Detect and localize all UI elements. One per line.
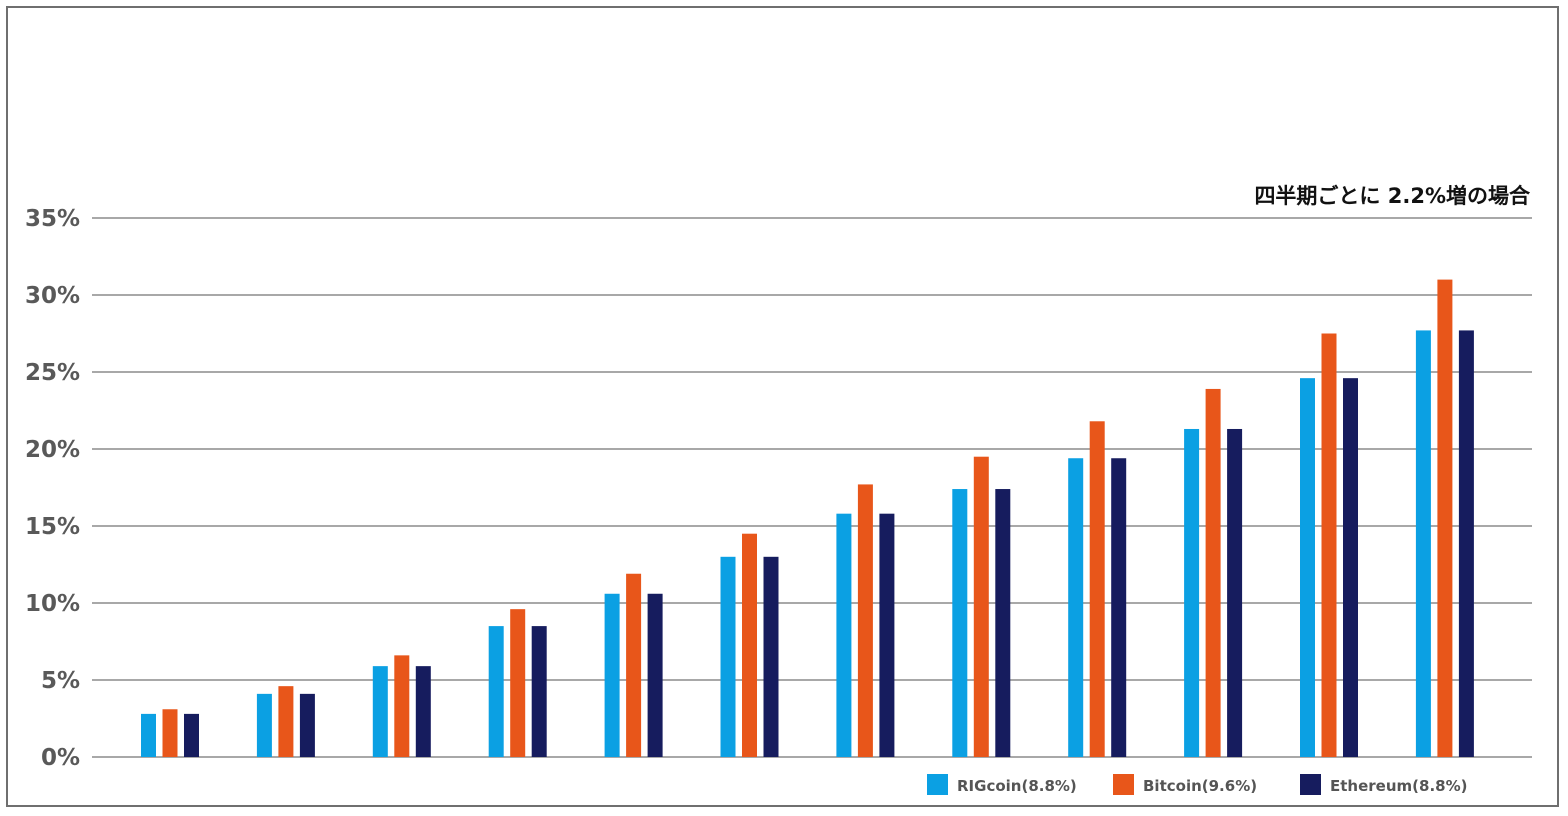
bar-0-7 <box>952 489 968 757</box>
bar-0-8 <box>1068 458 1084 757</box>
bar-2-9 <box>1227 428 1243 757</box>
bar-2-5 <box>763 556 779 757</box>
bar-1-11 <box>1437 279 1453 757</box>
bar-2-0 <box>184 713 199 757</box>
y-tick-label: 15% <box>25 514 80 540</box>
bar-2-3 <box>531 626 547 757</box>
bar-2-8 <box>1111 458 1127 757</box>
legend-swatch <box>927 774 948 795</box>
bar-1-5 <box>742 533 757 757</box>
bar-1-6 <box>857 484 873 757</box>
bar-0-3 <box>488 626 504 757</box>
legend-swatch <box>1300 774 1321 795</box>
bar-1-9 <box>1205 388 1221 757</box>
legend: RIGcoin(8.8%) Bitcoin(9.6%) Ethereum(8.8%) <box>927 774 1467 795</box>
bar-2-6 <box>879 513 895 757</box>
chart-subtitle: 四半期ごとに 2.2%増の場合 <box>1254 184 1531 208</box>
y-tick-label: 0% <box>41 745 80 771</box>
legend-label: Ethereum(8.8%) <box>1330 777 1467 795</box>
bar-0-4 <box>604 593 620 757</box>
bar-0-9 <box>1184 428 1200 757</box>
bar-2-2 <box>415 666 431 757</box>
bar-0-6 <box>836 513 852 757</box>
bar-2-1 <box>299 693 315 757</box>
bar-0-1 <box>256 693 272 757</box>
y-tick-label: 25% <box>25 360 80 386</box>
y-tick-label: 5% <box>41 668 80 694</box>
bar-1-8 <box>1089 421 1105 757</box>
bar-2-7 <box>995 489 1011 757</box>
bar-2-10 <box>1343 378 1358 757</box>
bar-1-4 <box>626 573 642 757</box>
bar-0-2 <box>372 666 388 757</box>
legend-label: RIGcoin(8.8%) <box>957 777 1077 795</box>
gridlines <box>92 217 1532 758</box>
bars <box>141 279 1474 757</box>
legend-swatch <box>1113 774 1134 795</box>
bar-1-0 <box>162 709 178 757</box>
bar-1-2 <box>394 655 410 757</box>
bar-0-0 <box>141 713 156 757</box>
y-tick-label: 10% <box>25 591 80 617</box>
bar-0-10 <box>1300 378 1315 757</box>
bar-2-11 <box>1458 330 1474 757</box>
bar-1-10 <box>1321 333 1337 757</box>
y-tick-label: 20% <box>25 437 80 463</box>
bar-0-5 <box>720 556 736 757</box>
legend-label: Bitcoin(9.6%) <box>1143 777 1257 795</box>
y-tick-label: 30% <box>25 283 80 309</box>
y-axis-tick-labels: 0% 5% 10% 15% 20% 25% 30% 35% <box>25 206 80 771</box>
bar-2-4 <box>647 593 663 757</box>
bar-0-11 <box>1415 330 1431 757</box>
bar-1-7 <box>973 456 989 757</box>
bar-1-1 <box>278 686 294 757</box>
y-tick-label: 35% <box>25 206 80 232</box>
bar-1-3 <box>510 609 526 757</box>
